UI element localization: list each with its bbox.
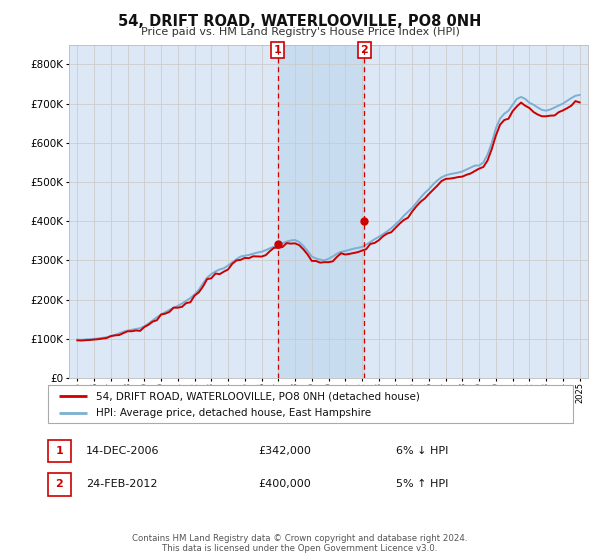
Text: 2: 2 xyxy=(361,45,368,55)
Text: 6% ↓ HPI: 6% ↓ HPI xyxy=(396,446,448,456)
Text: 1: 1 xyxy=(274,45,281,55)
Text: Contains HM Land Registry data © Crown copyright and database right 2024.
This d: Contains HM Land Registry data © Crown c… xyxy=(132,534,468,553)
Text: £400,000: £400,000 xyxy=(258,479,311,489)
Text: 14-DEC-2006: 14-DEC-2006 xyxy=(86,446,160,456)
Text: 5% ↑ HPI: 5% ↑ HPI xyxy=(396,479,448,489)
Text: £342,000: £342,000 xyxy=(258,446,311,456)
Text: 24-FEB-2012: 24-FEB-2012 xyxy=(86,479,157,489)
Text: 1: 1 xyxy=(56,446,63,456)
Text: 54, DRIFT ROAD, WATERLOOVILLE, PO8 0NH: 54, DRIFT ROAD, WATERLOOVILLE, PO8 0NH xyxy=(118,14,482,29)
Text: HPI: Average price, detached house, East Hampshire: HPI: Average price, detached house, East… xyxy=(96,408,371,418)
Bar xyxy=(278,45,364,378)
Text: 54, DRIFT ROAD, WATERLOOVILLE, PO8 0NH (detached house): 54, DRIFT ROAD, WATERLOOVILLE, PO8 0NH (… xyxy=(96,391,420,401)
Text: Price paid vs. HM Land Registry's House Price Index (HPI): Price paid vs. HM Land Registry's House … xyxy=(140,27,460,37)
Text: 2: 2 xyxy=(56,479,63,489)
